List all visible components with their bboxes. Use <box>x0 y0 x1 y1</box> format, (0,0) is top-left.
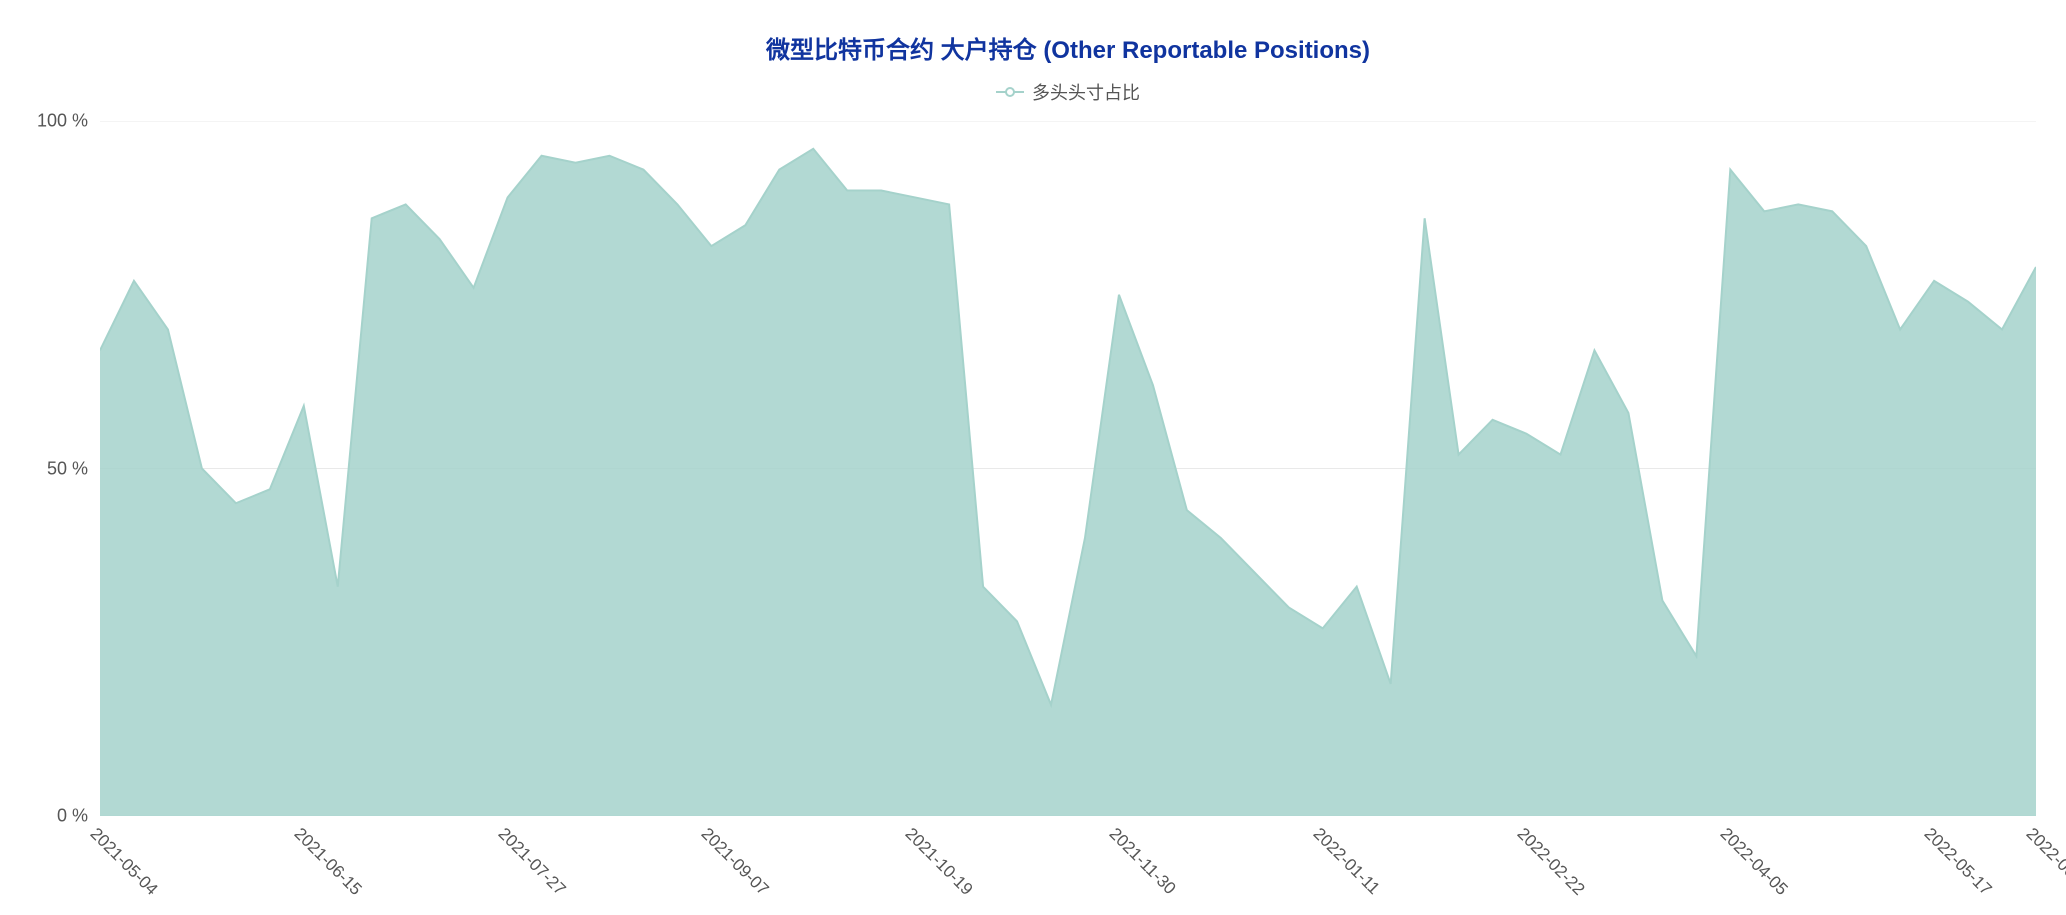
xtick-label: 2021-06-15 <box>290 824 366 900</box>
ytick-label: 100 % <box>37 111 88 132</box>
xtick-label: 2022-01-11 <box>1309 824 1384 899</box>
xtick-label: 2021-11-30 <box>1105 824 1180 899</box>
xtick-label: 2022-04-05 <box>1716 824 1792 900</box>
xtick-label: 2021-05-04 <box>86 824 162 900</box>
area-fill <box>100 149 2036 816</box>
xtick-label: 2021-09-07 <box>697 824 773 900</box>
xtick-label: 2022-05-17 <box>1920 824 1996 900</box>
plot-svg <box>100 121 2036 816</box>
xtick-label: 2021-10-19 <box>901 824 977 900</box>
ytick-label: 0 % <box>57 806 88 827</box>
legend-marker-icon <box>996 85 1024 99</box>
xtick-label: 2022-02-22 <box>1512 824 1588 900</box>
xtick-label: 2022-06-07 <box>2022 824 2066 900</box>
xtick-label: 2021-07-27 <box>493 824 569 900</box>
plot-area: 0 %50 %100 %2021-05-042021-06-152021-07-… <box>100 121 2036 816</box>
chart-title: 微型比特币合约 大户持仓 (Other Reportable Positions… <box>100 30 2036 65</box>
legend-dot-icon <box>1005 87 1015 97</box>
legend[interactable]: 多头头寸占比 <box>100 79 2036 105</box>
chart-container: 微型比特币合约 大户持仓 (Other Reportable Positions… <box>0 0 2066 915</box>
ytick-label: 50 % <box>47 458 88 479</box>
legend-label: 多头头寸占比 <box>1032 79 1140 105</box>
